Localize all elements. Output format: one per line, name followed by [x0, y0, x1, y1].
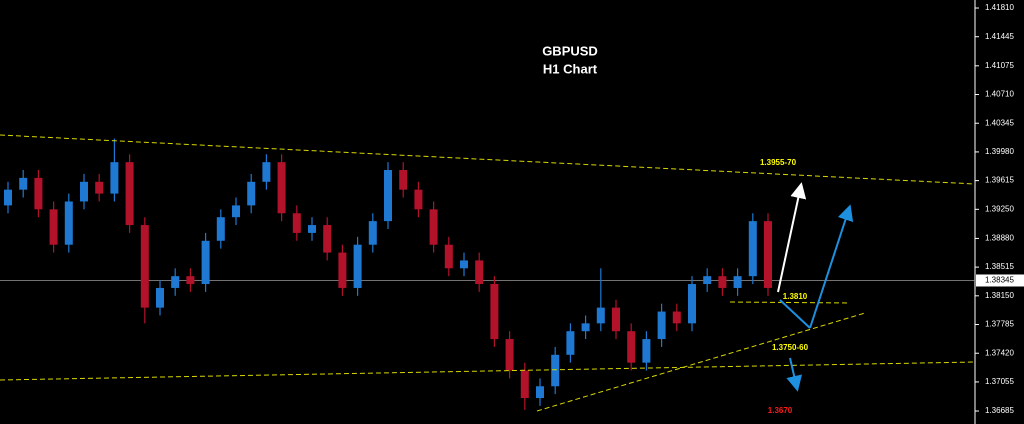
- annotation: 1.3670: [768, 406, 793, 415]
- candle-body: [49, 209, 58, 245]
- candle-body: [581, 323, 590, 332]
- current-price-label: 1.38345: [985, 276, 1014, 285]
- candle-body: [140, 225, 149, 308]
- candle-body: [368, 221, 377, 245]
- arrow: [809, 204, 854, 329]
- annotation: 1.3750-60: [772, 343, 809, 352]
- y-tick-label: 1.37055: [985, 377, 1014, 386]
- trend-line: [0, 361, 976, 381]
- y-tick-label: 1.39250: [985, 204, 1014, 213]
- candle-body: [277, 162, 286, 214]
- candle-body: [429, 209, 438, 245]
- candle-body: [444, 244, 453, 269]
- candle-body: [536, 386, 544, 399]
- y-tick-label: 1.38880: [985, 234, 1014, 243]
- plot-area: [0, 138, 975, 410]
- candle-body: [232, 205, 240, 218]
- candle-body: [596, 307, 605, 324]
- candle-body: [262, 162, 271, 182]
- trend-line: [729, 301, 851, 304]
- candle-body: [216, 217, 225, 241]
- candle-body: [642, 339, 651, 363]
- chart-subtitle: H1 Chart: [543, 61, 598, 76]
- y-tick-label: 1.36685: [985, 406, 1014, 415]
- annotation: 1.3955-70: [760, 158, 797, 167]
- candle-body: [475, 260, 484, 285]
- candle-body: [672, 311, 681, 324]
- candle-body: [566, 331, 575, 355]
- y-tick-label: 1.40710: [985, 90, 1014, 99]
- trend-line: [0, 134, 976, 185]
- y-tick-label: 1.38150: [985, 291, 1014, 300]
- arrow: [786, 357, 802, 392]
- y-tick-label: 1.41075: [985, 61, 1014, 70]
- y-tick-label: 1.39980: [985, 147, 1014, 156]
- candle-body: [384, 170, 392, 222]
- candle-body: [733, 276, 742, 288]
- candle-body: [748, 221, 757, 277]
- arrow: [779, 299, 811, 329]
- candle-body: [657, 311, 666, 340]
- candle-body: [186, 276, 195, 285]
- candle-body: [399, 170, 408, 190]
- candle-body: [718, 276, 727, 288]
- candle-body: [505, 339, 514, 371]
- candle-body: [688, 284, 696, 324]
- candle-body: [156, 287, 164, 308]
- y-tick-label: 1.41810: [985, 3, 1014, 12]
- candle-body: [764, 221, 772, 288]
- candle-body: [353, 244, 362, 288]
- candle-body: [551, 354, 560, 387]
- annotation: 1.3810: [783, 292, 808, 301]
- current-price-box: [976, 274, 1024, 287]
- candle-body: [490, 284, 499, 340]
- candle-body: [308, 225, 316, 233]
- candle-body: [460, 260, 468, 269]
- y-tick-label: 1.41445: [985, 32, 1014, 41]
- candle-body: [612, 307, 620, 332]
- chart-title: GBPUSD: [542, 43, 598, 58]
- candle-body: [110, 162, 119, 194]
- y-tick-label: 1.38515: [985, 262, 1014, 271]
- candle-body: [171, 276, 180, 288]
- candle-body: [125, 162, 134, 226]
- candle-body: [34, 177, 43, 210]
- candle-body: [292, 213, 301, 233]
- candle-body: [4, 189, 12, 206]
- candle-body: [95, 181, 104, 194]
- candle-body: [627, 331, 636, 363]
- arrow: [777, 182, 807, 293]
- candle-body: [323, 225, 332, 253]
- candle-body: [247, 181, 256, 206]
- candle-body: [520, 370, 529, 399]
- y-tick-label: 1.37785: [985, 320, 1014, 329]
- candle-body: [414, 189, 423, 210]
- y-tick-label: 1.37420: [985, 348, 1014, 357]
- candle-body: [64, 201, 73, 245]
- candle-body: [80, 181, 88, 202]
- candle-body: [201, 240, 210, 285]
- candle-body: [703, 276, 712, 285]
- trend-line: [536, 312, 866, 412]
- y-tick-label: 1.40345: [985, 118, 1014, 127]
- candle-body: [19, 177, 28, 190]
- candle-body: [338, 252, 347, 288]
- y-tick-label: 1.39615: [985, 176, 1014, 185]
